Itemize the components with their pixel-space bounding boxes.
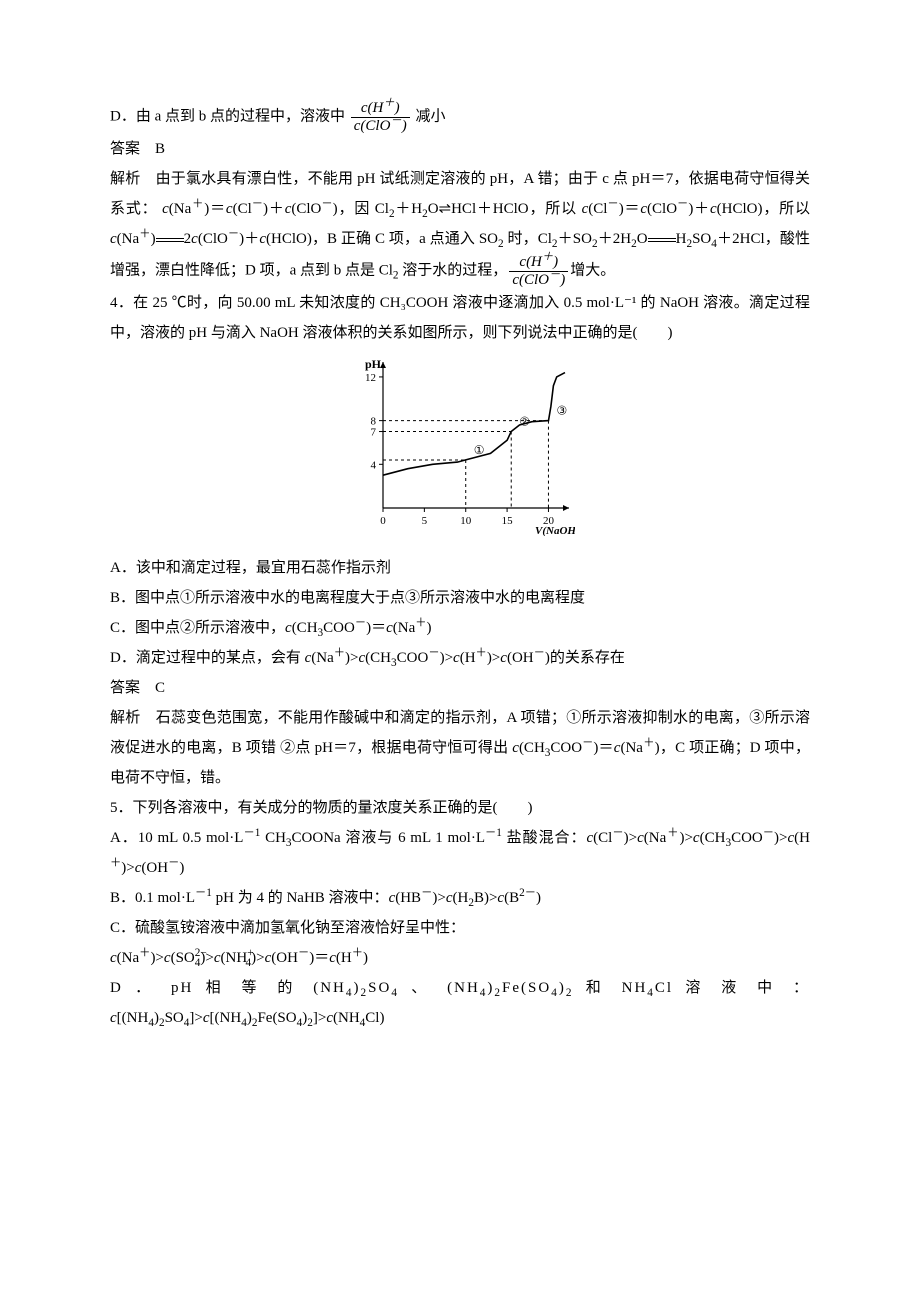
svg-text:V(NaOH)/mL: V(NaOH)/mL [535, 525, 575, 536]
svg-text:①: ① [474, 443, 485, 457]
svg-text:4: 4 [371, 459, 377, 471]
q3-explanation: 解析 由于氯水具有漂白性，不能用 pH 试纸测定溶液的 pH，A 错；由于 c … [110, 164, 810, 288]
q4-chart-svg: pH0510152047812①②③V(NaOH)/mL [345, 356, 575, 536]
svg-text:8: 8 [371, 416, 377, 428]
q3-optd-post: 减小 [415, 108, 445, 124]
svg-text:10: 10 [460, 515, 472, 527]
q5-option-c-line1: C．硫酸氢铵溶液中滴加氢氧化钠至溶液恰好呈中性： [110, 913, 810, 943]
q4-option-a: A．该中和滴定过程，最宜用石蕊作指示剂 [110, 553, 810, 583]
svg-text:12: 12 [365, 372, 376, 384]
q5-stem: 5．下列各溶液中，有关成分的物质的量浓度关系正确的是( ) [110, 793, 810, 823]
q4-option-c: C．图中点②所示溶液中，c(CH3COO－)＝c(Na＋) [110, 613, 810, 643]
svg-text:15: 15 [502, 515, 514, 527]
q5-option-c-line2: c(Na＋)>c(SO2−4)>c(NH+4)>c(OH－)＝c(H＋) [110, 943, 810, 973]
svg-text:5: 5 [422, 515, 428, 527]
q4-stem: 4．在 25 ℃时，向 50.00 mL 未知浓度的 CH₃COOH 溶液中逐滴… [110, 288, 810, 348]
eq-arrow-icon [156, 232, 184, 247]
q3-exp-tail: 增大。 [570, 262, 615, 278]
q5-option-d: D ． pH 相 等 的 (NH4)2SO4 、 (NH4)2Fe(SO4)2 … [110, 973, 810, 1033]
svg-text:0: 0 [380, 515, 386, 527]
q4-explanation: 解析 石蕊变色范围宽，不能用作酸碱中和滴定的指示剂，A 项错；①所示溶液抑制水的… [110, 703, 810, 793]
q3-optd-frac: c(H＋) c(ClO－) [351, 100, 410, 134]
q4-option-b: B．图中点①所示溶液中水的电离程度大于点③所示溶液中水的电离程度 [110, 583, 810, 613]
eq-arrow-icon [648, 232, 676, 247]
q5-option-a: A．10 mL 0.5 mol·L－1 CH3COONa 溶液与 6 mL 1 … [110, 823, 810, 883]
svg-text:pH: pH [365, 357, 382, 371]
q4-chart: pH0510152047812①②③V(NaOH)/mL [345, 356, 575, 547]
q4-answer: 答案 C [110, 673, 810, 703]
q3-exp-frac: c(H＋) c(ClO－) [509, 254, 568, 288]
svg-text:③: ③ [556, 404, 567, 418]
svg-text:7: 7 [371, 427, 377, 439]
q3-exp-pre: 解析 由于氯水具有漂白性，不能用 pH 试纸测定溶液的 pH，A 错；由于 c … [110, 171, 810, 217]
q3-optd-pre: D．由 a 点到 b 点的过程中，溶液中 [110, 108, 345, 124]
q4-option-d: D．滴定过程中的某点，会有 c(Na＋)>c(CH3COO－)>c(H＋)>c(… [110, 643, 810, 673]
q4-chart-wrap: pH0510152047812①②③V(NaOH)/mL [110, 356, 810, 547]
q3-option-d: D．由 a 点到 b 点的过程中，溶液中 c(H＋) c(ClO－) 减小 [110, 100, 810, 134]
q5-option-b: B．0.1 mol·L－1 pH 为 4 的 NaHB 溶液中：c(HB－)>c… [110, 883, 810, 913]
q3-answer: 答案 B [110, 134, 810, 164]
document-page: D．由 a 点到 b 点的过程中，溶液中 c(H＋) c(ClO－) 减小 答案… [0, 0, 920, 1113]
svg-text:②: ② [519, 415, 530, 429]
